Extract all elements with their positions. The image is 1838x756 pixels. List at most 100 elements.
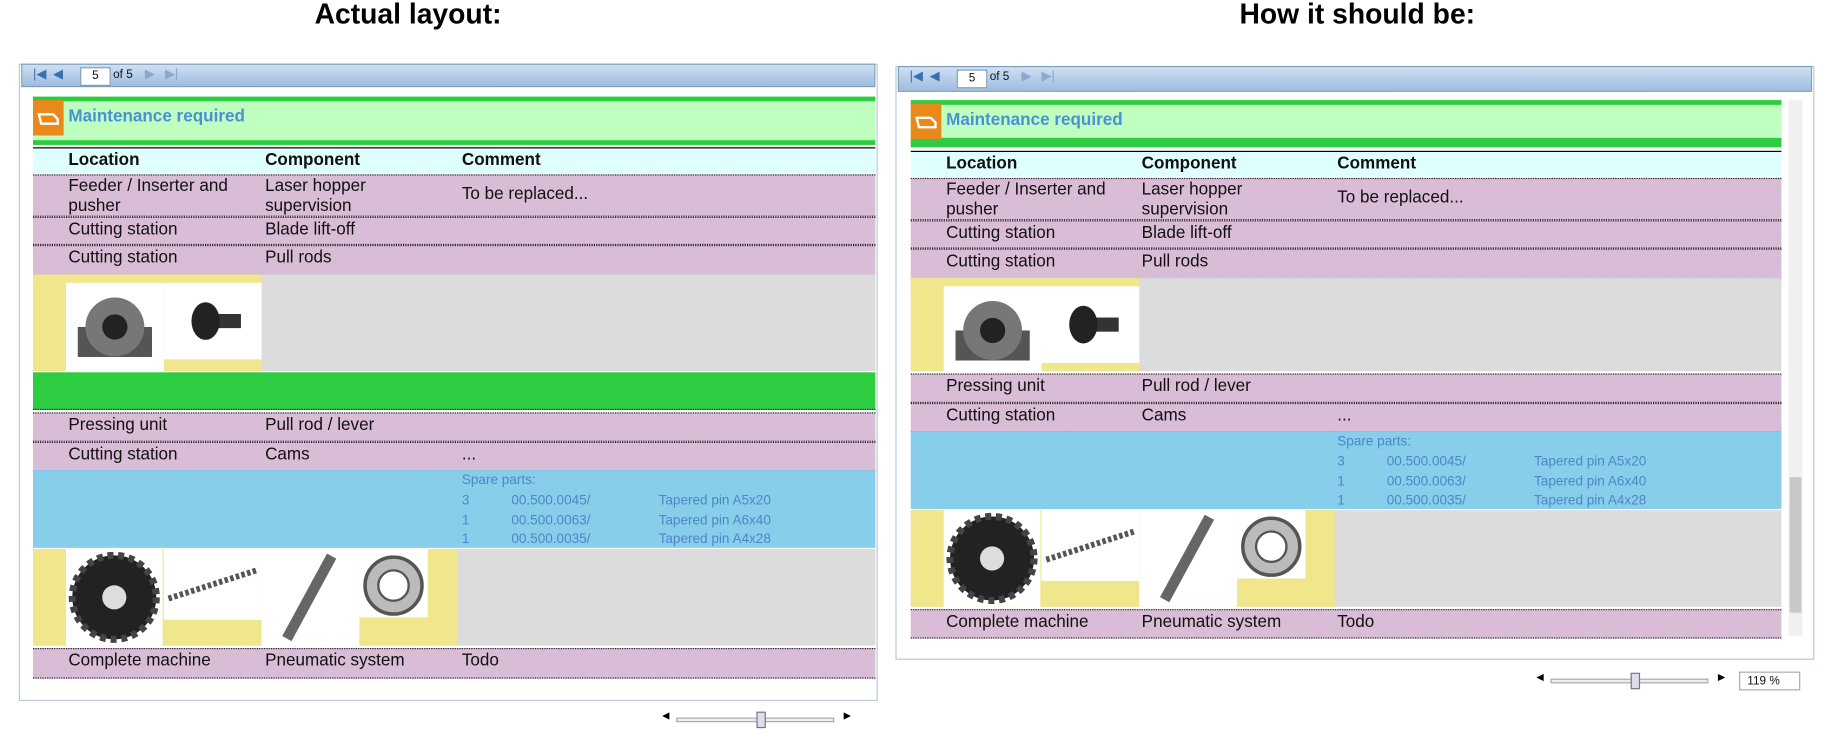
- cell-text: Blade lift-off: [1141, 223, 1232, 243]
- part-image: [65, 549, 163, 646]
- header-row: [32, 147, 876, 174]
- cell-text: Cams: [1141, 406, 1187, 426]
- part-image: [65, 282, 164, 372]
- slider-arrow[interactable]: ◀: [662, 710, 670, 722]
- cell-text: Complete machine: [68, 651, 211, 671]
- section-icon: [32, 100, 64, 136]
- part-image: [163, 549, 262, 620]
- spare-text: 00.500.0035/: [511, 532, 591, 547]
- icon: [955, 301, 1030, 361]
- spare-text: 00.500.0063/: [1386, 474, 1466, 489]
- cell-text: Pneumatic system: [265, 651, 405, 671]
- icon: [1159, 514, 1215, 603]
- icon: [282, 553, 337, 642]
- icon: [77, 297, 152, 357]
- nav-button[interactable]: ◀: [929, 69, 940, 84]
- slider-arrow[interactable]: ▶: [1717, 671, 1726, 683]
- part-image: [1041, 510, 1140, 581]
- cell-text: Pull rod / lever: [1141, 377, 1251, 396]
- column-header: Comment: [461, 150, 541, 170]
- spare-parts-row: [32, 470, 876, 548]
- part-image: [1237, 510, 1306, 579]
- cell-text: ...: [461, 445, 477, 465]
- cell-text: Pull rods: [1141, 252, 1209, 271]
- spare-text: Tapered pin A4x28: [658, 532, 771, 547]
- table-row: [910, 402, 1782, 433]
- icon: [68, 551, 160, 643]
- icon: [363, 555, 424, 616]
- cell-text: To be replaced...: [1337, 188, 1464, 208]
- cell-text: Pull rod / lever: [265, 415, 375, 435]
- nav-button[interactable]: ▶|: [1041, 69, 1055, 84]
- section-title: Maintenance required: [68, 107, 245, 127]
- cell-text: Feeder / Inserter and pusher: [946, 180, 1106, 220]
- spare-label: Spare parts:: [461, 473, 536, 488]
- table-row: [32, 216, 876, 246]
- part-image: [1041, 286, 1140, 363]
- scrollbar-thumb[interactable]: [1789, 477, 1802, 613]
- cell-text: Laser hopper supervision: [1141, 180, 1243, 220]
- icon: [167, 567, 258, 602]
- column-header: Component: [1141, 154, 1237, 174]
- column-header: Location: [946, 154, 1018, 174]
- nav-button[interactable]: ▶: [1021, 69, 1032, 84]
- column-header: Location: [68, 150, 140, 170]
- page-count: of 5: [113, 68, 133, 82]
- zoom-box[interactable]: 119 %: [1739, 671, 1801, 691]
- table-row: [910, 609, 1782, 639]
- cell-text: Cutting station: [68, 248, 178, 268]
- slider-arrow[interactable]: ▶: [843, 710, 851, 722]
- slider-track[interactable]: [676, 717, 835, 723]
- spare-text: 1: [1337, 474, 1345, 489]
- spare-text: Tapered pin A4x28: [1534, 493, 1647, 508]
- nav-button[interactable]: |◀: [32, 67, 47, 82]
- part-image: [943, 286, 1042, 375]
- part-image: [163, 282, 262, 360]
- page-input[interactable]: 5: [80, 67, 111, 87]
- icon: [915, 116, 937, 129]
- empty-green-row: [32, 372, 876, 411]
- cell-text: Cutting station: [946, 406, 1056, 426]
- table-row: [910, 248, 1782, 280]
- cell-text: ...: [1337, 406, 1352, 426]
- nav-button[interactable]: ▶: [144, 67, 155, 82]
- icon: [1241, 516, 1302, 577]
- cell-text: Pressing unit: [946, 377, 1045, 396]
- toolbar: [897, 65, 1813, 92]
- part-image: [261, 549, 360, 646]
- title: Actual layout:: [314, 0, 502, 31]
- nav-button[interactable]: ◀: [53, 67, 63, 82]
- table-row: [32, 441, 876, 472]
- cell-text: Pressing unit: [68, 415, 168, 435]
- cell-text: Feeder / Inserter and pusher: [68, 176, 228, 216]
- nav-button[interactable]: |◀: [909, 69, 923, 84]
- section-band: [32, 96, 876, 145]
- cell-text: Pull rods: [265, 248, 332, 268]
- spare-text: 00.500.0045/: [1386, 454, 1466, 469]
- cell-text: Cutting station: [68, 445, 178, 465]
- table-row: [32, 648, 876, 679]
- spare-parts-row: [910, 431, 1782, 509]
- column-header: Component: [265, 150, 360, 170]
- nav-button[interactable]: ▶|: [164, 67, 179, 82]
- page-count: of 5: [989, 70, 1010, 84]
- column-header: Comment: [1337, 154, 1417, 174]
- table-row: [910, 220, 1782, 249]
- icon: [191, 302, 241, 340]
- spare-text: 00.500.0045/: [511, 493, 591, 508]
- slider-thumb[interactable]: [1630, 672, 1641, 690]
- part-image: [1139, 510, 1238, 607]
- slider-thumb[interactable]: [756, 711, 766, 729]
- cell-text: Todo: [461, 651, 499, 671]
- section-title: Maintenance required: [946, 110, 1123, 130]
- cell-text: Cutting station: [946, 223, 1056, 243]
- slider-track[interactable]: [1550, 678, 1709, 684]
- page-input[interactable]: 5: [956, 69, 988, 89]
- spare-text: 3: [461, 493, 470, 508]
- slider-arrow[interactable]: ◀: [1536, 671, 1544, 683]
- cell-text: To be replaced...: [461, 184, 589, 204]
- table-row: [910, 373, 1782, 403]
- spare-text: 00.500.0063/: [511, 513, 591, 528]
- spare-text: 1: [461, 532, 470, 547]
